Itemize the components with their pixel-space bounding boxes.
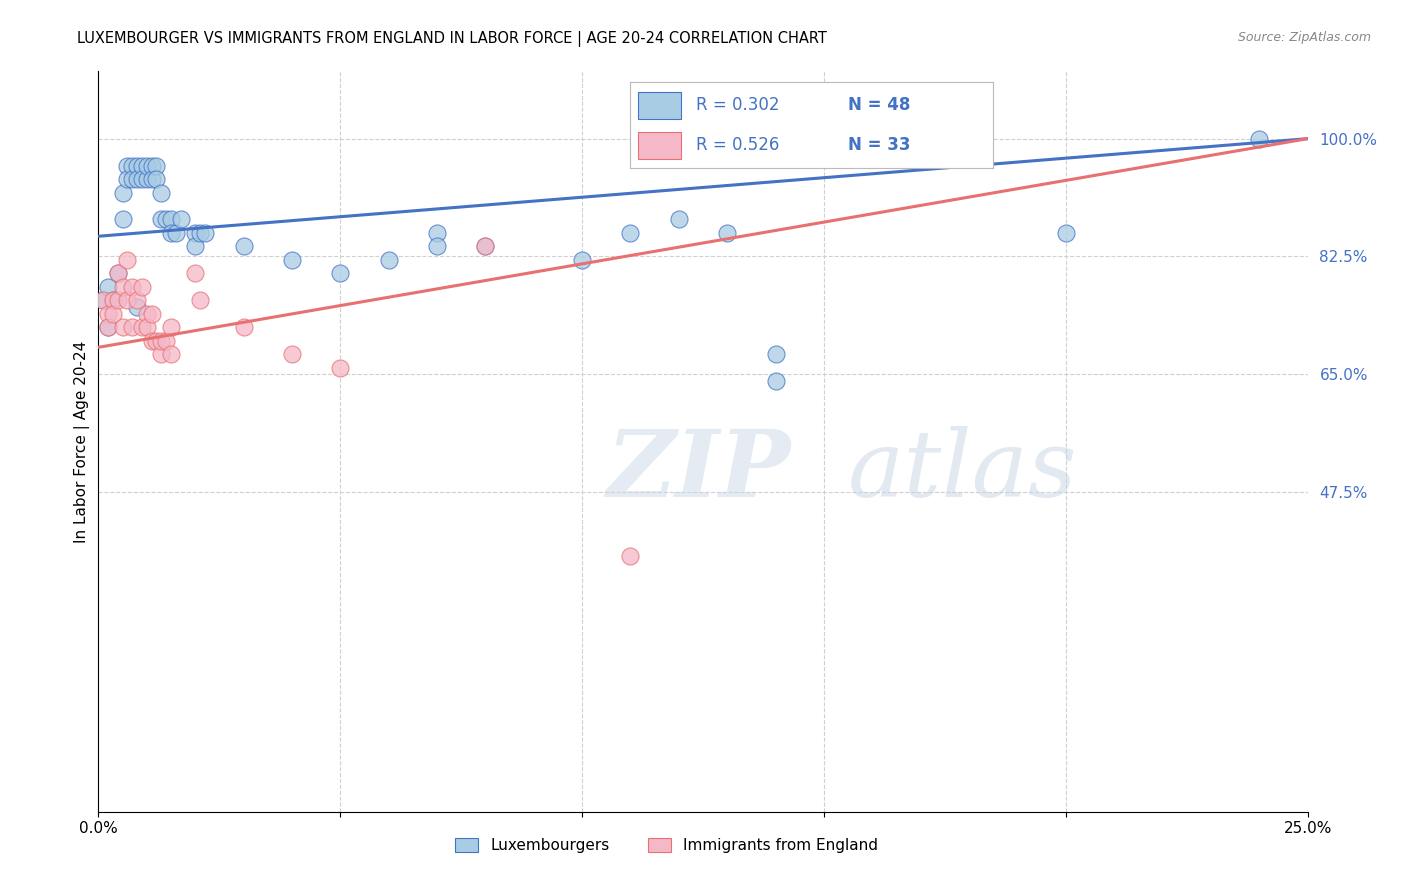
- Point: [160, 226, 183, 240]
- Point: [184, 266, 207, 280]
- Point: [117, 159, 139, 173]
- Point: [188, 226, 211, 240]
- Point: [135, 159, 157, 173]
- Point: [101, 293, 124, 308]
- Point: [141, 307, 163, 321]
- Point: [127, 300, 149, 314]
- Text: LUXEMBOURGER VS IMMIGRANTS FROM ENGLAND IN LABOR FORCE | AGE 20-24 CORRELATION C: LUXEMBOURGER VS IMMIGRANTS FROM ENGLAND …: [77, 31, 827, 47]
- Point: [329, 360, 352, 375]
- Point: [141, 159, 163, 173]
- Point: [121, 172, 143, 186]
- Point: [474, 239, 496, 253]
- Point: [281, 252, 304, 267]
- Point: [101, 293, 124, 308]
- Point: [169, 212, 191, 227]
- Point: [184, 239, 207, 253]
- Point: [716, 226, 738, 240]
- Point: [194, 226, 217, 240]
- Point: [155, 212, 177, 227]
- Point: [111, 279, 134, 293]
- Point: [145, 172, 167, 186]
- Point: [765, 347, 787, 361]
- Point: [107, 293, 129, 308]
- Point: [131, 279, 153, 293]
- Point: [91, 293, 114, 308]
- Point: [160, 320, 183, 334]
- Point: [97, 320, 120, 334]
- Point: [107, 266, 129, 280]
- Point: [184, 226, 207, 240]
- Point: [97, 279, 120, 293]
- Text: Source: ZipAtlas.com: Source: ZipAtlas.com: [1237, 31, 1371, 45]
- Point: [145, 159, 167, 173]
- Point: [141, 172, 163, 186]
- Point: [188, 293, 211, 308]
- Point: [668, 212, 690, 227]
- Text: ZIP: ZIP: [606, 426, 790, 516]
- Point: [160, 347, 183, 361]
- Point: [127, 293, 149, 308]
- Point: [111, 320, 134, 334]
- Point: [1249, 131, 1271, 145]
- Point: [150, 186, 173, 200]
- Point: [145, 334, 167, 348]
- Point: [127, 159, 149, 173]
- Point: [474, 239, 496, 253]
- Point: [97, 320, 120, 334]
- Text: atlas: atlas: [848, 426, 1077, 516]
- Point: [117, 293, 139, 308]
- Point: [765, 374, 787, 388]
- Point: [121, 320, 143, 334]
- Point: [619, 226, 641, 240]
- Point: [107, 266, 129, 280]
- Point: [117, 172, 139, 186]
- Point: [131, 172, 153, 186]
- Point: [127, 172, 149, 186]
- Point: [135, 320, 157, 334]
- Point: [135, 172, 157, 186]
- Point: [1054, 226, 1077, 240]
- Point: [155, 334, 177, 348]
- Point: [232, 239, 254, 253]
- Point: [131, 320, 153, 334]
- Point: [150, 212, 173, 227]
- Point: [426, 226, 449, 240]
- Point: [426, 239, 449, 253]
- Point: [377, 252, 399, 267]
- Point: [232, 320, 254, 334]
- Legend: Luxembourgers, Immigrants from England: Luxembourgers, Immigrants from England: [450, 832, 884, 860]
- Point: [121, 279, 143, 293]
- Point: [150, 347, 173, 361]
- Point: [97, 307, 120, 321]
- Point: [150, 334, 173, 348]
- Point: [329, 266, 352, 280]
- Point: [111, 186, 134, 200]
- Point: [135, 307, 157, 321]
- Point: [111, 212, 134, 227]
- Point: [117, 252, 139, 267]
- Y-axis label: In Labor Force | Age 20-24: In Labor Force | Age 20-24: [75, 341, 90, 542]
- Point: [121, 159, 143, 173]
- Point: [281, 347, 304, 361]
- Point: [101, 307, 124, 321]
- Point: [160, 212, 183, 227]
- Point: [619, 549, 641, 563]
- Point: [571, 252, 593, 267]
- Point: [91, 293, 114, 308]
- Point: [165, 226, 187, 240]
- Point: [141, 334, 163, 348]
- Point: [131, 159, 153, 173]
